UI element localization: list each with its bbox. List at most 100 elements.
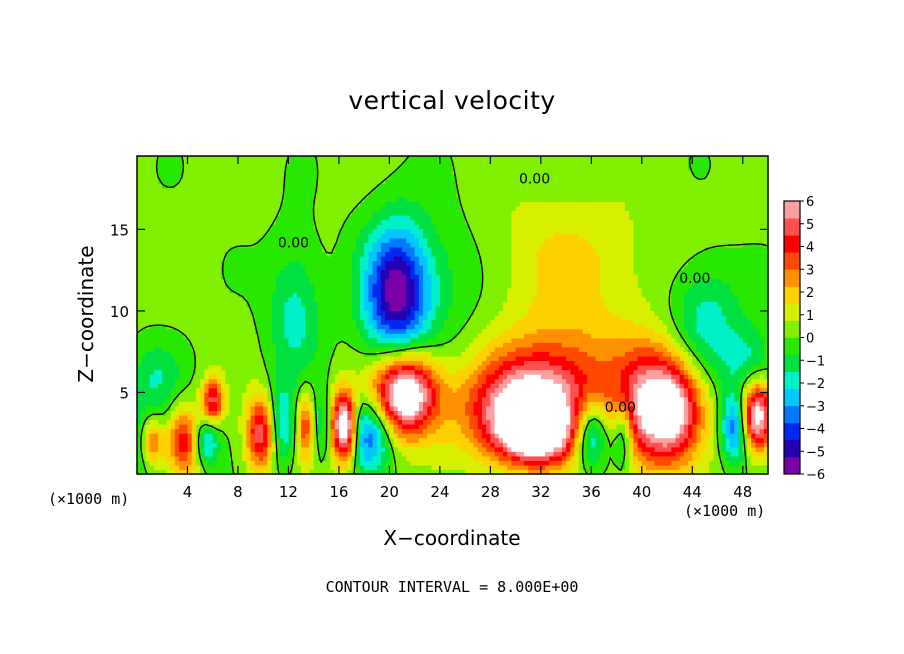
heatmap-cell <box>267 337 273 343</box>
heatmap-cell <box>746 360 752 366</box>
heatmap-cell <box>545 414 550 421</box>
heatmap-cell <box>233 460 239 466</box>
heatmap-cell <box>212 387 218 393</box>
heatmap-cell <box>477 424 483 430</box>
heatmap-cell <box>380 369 386 375</box>
heatmap-cell <box>435 455 441 461</box>
heatmap-cell <box>688 437 693 443</box>
heatmap-cell <box>258 346 264 352</box>
heatmap-cell <box>545 446 550 452</box>
heatmap-cell <box>153 433 159 439</box>
heatmap-cell <box>650 414 656 421</box>
heatmap-cell <box>359 442 365 448</box>
heatmap-cell <box>229 396 235 402</box>
heatmap-cell <box>751 419 756 425</box>
heatmap-cell <box>460 437 466 443</box>
heatmap-cell <box>225 337 231 343</box>
heatmap-cell <box>650 396 656 402</box>
heatmap-cell <box>587 414 592 421</box>
heatmap-cell <box>755 369 761 375</box>
heatmap-cell <box>624 424 630 430</box>
heatmap-cell <box>511 419 517 425</box>
heatmap-cell <box>679 437 685 443</box>
heatmap-cell <box>212 328 218 334</box>
heatmap-cell <box>141 396 147 402</box>
heatmap-cell <box>439 378 445 384</box>
heatmap-cell <box>734 405 740 411</box>
heatmap-cell <box>237 419 243 425</box>
heatmap-cell <box>233 342 239 348</box>
heatmap-cell <box>393 455 399 461</box>
heatmap-cell <box>725 324 731 330</box>
heatmap-cell <box>221 324 226 330</box>
heatmap-cell <box>608 446 613 452</box>
heatmap-cell <box>608 346 613 352</box>
heatmap-cell <box>376 369 382 375</box>
heatmap-cell <box>490 464 496 471</box>
heatmap-cell <box>431 433 437 439</box>
heatmap-cell <box>490 333 496 339</box>
heatmap-cell <box>284 464 290 471</box>
heatmap-cell <box>423 451 428 457</box>
heatmap-cell <box>183 451 189 457</box>
heatmap-cell <box>200 342 205 348</box>
heatmap-cell <box>439 419 445 425</box>
heatmap-cell <box>406 460 412 466</box>
heatmap-cell <box>725 464 731 471</box>
heatmap-cell <box>410 455 416 461</box>
heatmap-cell <box>549 392 555 398</box>
heatmap-cell <box>322 337 327 343</box>
heatmap-cell <box>481 396 487 402</box>
heatmap-cell <box>755 414 761 421</box>
heatmap-cell <box>250 433 256 439</box>
heatmap-cell <box>372 355 378 362</box>
heatmap-cell <box>528 396 534 402</box>
heatmap-cell <box>444 351 449 357</box>
heatmap-cell <box>170 351 176 357</box>
heatmap-cell <box>212 392 218 398</box>
heatmap-cell <box>667 383 672 389</box>
heatmap-cell <box>237 387 243 393</box>
heatmap-cell <box>448 460 454 466</box>
heatmap-cell <box>397 446 403 452</box>
heatmap-cell <box>246 405 252 411</box>
heatmap-cell <box>553 428 559 434</box>
heatmap-cell <box>755 387 761 393</box>
heatmap-cell <box>658 455 664 461</box>
heatmap-cell <box>755 446 761 452</box>
heatmap-cell <box>330 419 336 425</box>
heatmap-cell <box>397 342 403 348</box>
heatmap-cell <box>380 396 386 402</box>
heatmap-cell <box>237 464 243 471</box>
heatmap-cell <box>578 355 584 362</box>
heatmap-cell <box>532 442 538 448</box>
heatmap-cell <box>351 424 357 430</box>
heatmap-cell <box>191 364 197 371</box>
heatmap-cell <box>646 333 651 339</box>
heatmap-cell <box>570 460 576 466</box>
heatmap-cell <box>734 401 740 407</box>
heatmap-cell <box>410 378 416 384</box>
heatmap-cell <box>145 392 151 398</box>
heatmap-cell <box>637 383 643 389</box>
heatmap-cell <box>477 369 483 375</box>
heatmap-cell <box>498 405 504 411</box>
heatmap-cell <box>313 333 319 339</box>
heatmap-cell <box>326 401 332 407</box>
heatmap-cell <box>545 410 550 416</box>
heatmap-cell <box>725 387 731 393</box>
heatmap-cell <box>486 346 491 352</box>
heatmap-cell <box>233 446 239 452</box>
heatmap-cell <box>608 337 613 343</box>
heatmap-cell <box>624 351 630 357</box>
heatmap-cell <box>305 383 311 389</box>
heatmap-cell <box>242 333 247 339</box>
heatmap-cell <box>229 342 235 348</box>
heatmap-cell <box>427 324 433 330</box>
heatmap-cell <box>721 351 727 357</box>
heatmap-cell <box>612 424 618 430</box>
heatmap-cell <box>587 374 592 380</box>
heatmap-cell <box>305 464 311 471</box>
heatmap-cell <box>322 460 327 466</box>
heatmap-cell <box>444 369 449 375</box>
